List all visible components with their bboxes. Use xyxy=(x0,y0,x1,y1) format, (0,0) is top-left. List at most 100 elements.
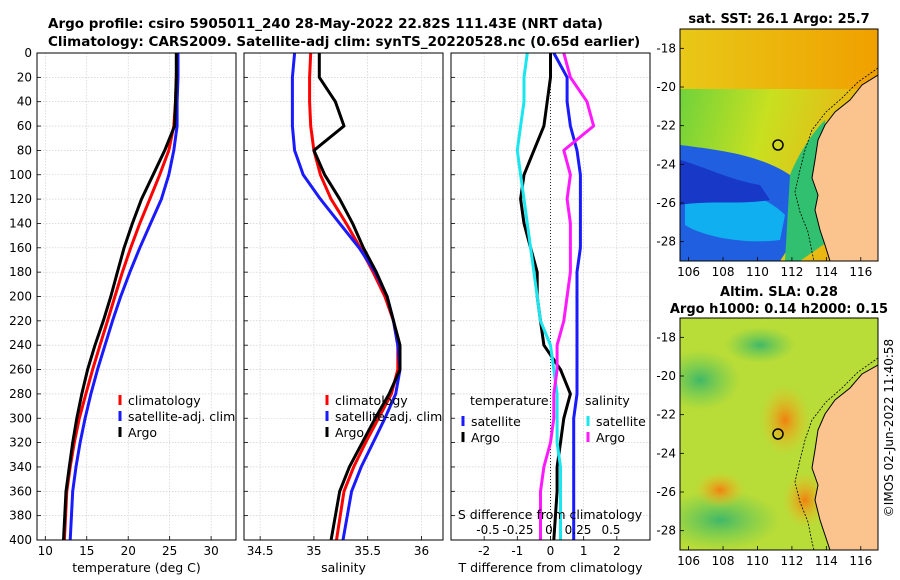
sst-bathymetry-contour xyxy=(794,67,878,261)
map-y-tick-label: -20 xyxy=(656,369,676,383)
sla-map-ticks: 106 108 110 112 114 116 -18 -20 -22 -24 -26 -28 xyxy=(656,330,872,568)
plot-frame xyxy=(450,52,651,541)
x-tick-label: 34.5 xyxy=(247,544,274,558)
x-tick-label: 1 xyxy=(580,544,588,558)
sst-map-title: sat. SST: 26.1 Argo: 25.7 xyxy=(688,12,869,27)
legend-label: climatology xyxy=(335,393,408,408)
x-tick-label: 15 xyxy=(79,544,94,558)
y-tick-label: 340 xyxy=(9,460,32,474)
map-x-tick-label: 110 xyxy=(746,265,769,279)
sst-map-frame xyxy=(679,28,879,262)
map-x-tick-label: 110 xyxy=(746,554,769,568)
s-difference-tick-label: 0.5 xyxy=(601,523,620,537)
x-axis-label: temperature (deg C) xyxy=(72,560,201,575)
series-line-s-argo xyxy=(539,52,596,540)
series-line-argo xyxy=(62,53,178,541)
sla-map-title-line1: Altim. SLA: 0.28 xyxy=(720,285,838,300)
x-tick-label: 35 xyxy=(306,544,321,558)
y-tick-label: 60 xyxy=(17,119,32,133)
figure-title-line2: Climatology: CARS2009. Satellite-adj cli… xyxy=(48,34,640,50)
y-tick-label: 200 xyxy=(9,290,32,304)
salinity-profile-panel: 34.5 35 35.5 36 salinity climatologysatellite… xyxy=(243,52,444,575)
x-tick-label: 30 xyxy=(203,544,218,558)
sst-deep-blue-patch xyxy=(680,160,770,205)
sla-map-frame xyxy=(679,317,879,551)
y-tick-label: 280 xyxy=(9,387,32,401)
sla-cool-anomaly-3 xyxy=(725,327,795,363)
y-tick-label: 140 xyxy=(9,216,32,230)
map-y-tick-label: -28 xyxy=(656,235,676,249)
sst-map xyxy=(680,29,878,261)
sst-land xyxy=(811,74,878,261)
y-tick-label: 220 xyxy=(9,314,32,328)
s-difference-axis-label: S difference from climatology xyxy=(458,507,643,522)
series-line-t-satellite xyxy=(552,52,582,540)
x-tick-label: 36 xyxy=(414,544,429,558)
x-tick-label: 25 xyxy=(162,544,177,558)
sla-warm-anomaly-3 xyxy=(695,472,745,508)
sla-bathymetry-contour xyxy=(794,357,878,550)
imos-credit: ©IMOS 02-Jun-2022 11:40:58 xyxy=(882,339,896,517)
x-tick-label: 35.5 xyxy=(354,544,381,558)
difference-profile-panel: -2 -1 0 1 2 T difference from climatology temp… xyxy=(450,52,651,575)
y-tick-label: 40 xyxy=(17,95,32,109)
series-line-t-argo xyxy=(519,53,572,541)
sla-map xyxy=(680,318,878,550)
x-axis-label: T difference from climatology xyxy=(457,560,643,575)
x-tick-label: 10 xyxy=(38,544,53,558)
map-y-tick-label: -26 xyxy=(656,485,676,499)
y-tick-label: 260 xyxy=(9,363,32,377)
plot-frame xyxy=(243,52,444,541)
sst-map-ticks: 106 108 110 112 114 116 -18 -20 -22 -24 -26 -28 xyxy=(656,41,872,279)
y-tick-label: 0 xyxy=(24,46,32,60)
sla-map-title-line2: Argo h1000: 0.14 h2000: 0.15 xyxy=(670,302,888,317)
y-tick-label: 100 xyxy=(9,168,32,182)
map-x-tick-label: 112 xyxy=(780,554,803,568)
sla-warm-anomaly-2 xyxy=(783,472,827,528)
legend-label: climatology xyxy=(128,393,201,408)
sla-cool-anomaly-2 xyxy=(680,490,780,550)
map-x-tick-label: 106 xyxy=(677,554,700,568)
map-x-tick-label: 108 xyxy=(712,265,735,279)
y-tick-label: 160 xyxy=(9,241,32,255)
legend-label: Argo xyxy=(471,430,500,445)
sla-warm-anomaly-1 xyxy=(760,385,810,455)
legend-label: Argo xyxy=(128,425,157,440)
series-line-satellite-adj-clim xyxy=(68,53,180,541)
map-y-tick-label: -18 xyxy=(656,330,676,344)
y-tick-label: 80 xyxy=(17,143,32,157)
legend-label: satellite-adj. clim xyxy=(128,409,235,424)
sla-land xyxy=(811,364,878,550)
x-tick-label: -1 xyxy=(511,544,523,558)
x-tick-label: -2 xyxy=(478,544,490,558)
s-difference-tick-label: 0 xyxy=(545,523,553,537)
plot-frame xyxy=(36,52,237,541)
map-y-tick-label: -24 xyxy=(656,157,676,171)
map-y-tick-label: -22 xyxy=(656,408,676,422)
legend-label: satellite xyxy=(471,414,521,429)
figure-title-line1: Argo profile: csiro 5905011_240 28-May-2… xyxy=(48,16,603,32)
map-x-tick-label: 108 xyxy=(712,554,735,568)
x-axis-label: salinity xyxy=(321,560,366,575)
map-y-tick-label: -24 xyxy=(656,446,676,460)
y-tick-label: 400 xyxy=(9,533,32,547)
y-tick-label: 320 xyxy=(9,436,32,450)
y-tick-label: 180 xyxy=(9,265,32,279)
sst-warm-top xyxy=(680,29,878,89)
sla-cool-anomaly-1 xyxy=(680,350,740,410)
series-line-argo xyxy=(312,53,402,541)
y-tick-label: 20 xyxy=(17,70,32,84)
y-tick-label: 300 xyxy=(9,411,32,425)
map-x-tick-label: 116 xyxy=(849,265,872,279)
legend-label: Argo xyxy=(335,425,364,440)
map-y-tick-label: -28 xyxy=(656,524,676,538)
y-tick-label: 240 xyxy=(9,338,32,352)
x-tick-label: 0 xyxy=(547,544,555,558)
map-x-tick-label: 106 xyxy=(677,265,700,279)
s-difference-tick-label: 0.25 xyxy=(565,523,592,537)
map-y-tick-label: -18 xyxy=(656,41,676,55)
x-tick-label: 20 xyxy=(121,544,136,558)
s-difference-tick-label: -0.25 xyxy=(502,523,533,537)
y-tick-label: 360 xyxy=(9,484,32,498)
